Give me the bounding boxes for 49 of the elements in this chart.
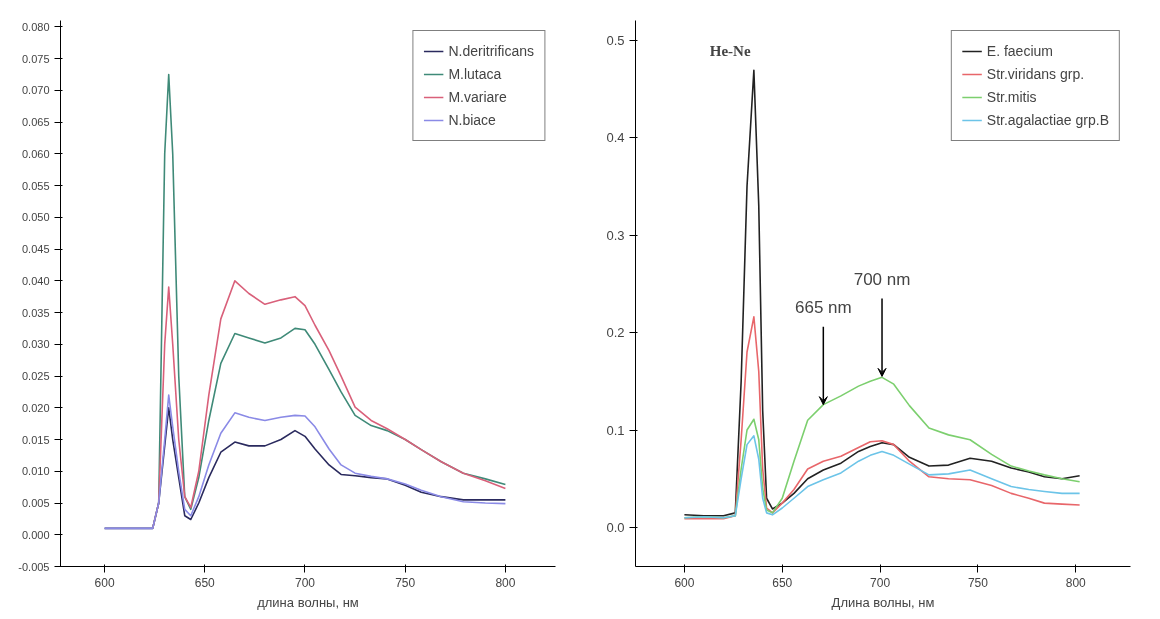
x-tick-label: 750 <box>395 575 416 590</box>
x-tick-label: 700 <box>294 575 316 590</box>
x-tick-label: 800 <box>1065 575 1087 590</box>
y-tick-label: 0.055 <box>21 179 50 192</box>
x-tick-label: 800 <box>495 575 516 590</box>
x-axis-title: длина волны, нм <box>257 594 359 610</box>
legend-label: N.biace <box>448 112 496 128</box>
legend-label: Str.agalactiae grp.B <box>986 112 1109 128</box>
y-tick-label: 0.060 <box>21 147 50 160</box>
legend-label: E. faecium <box>986 43 1053 59</box>
y-tick-label: 0.4 <box>606 130 625 145</box>
annotation: 700 nm <box>853 269 911 289</box>
legend-label: Str.mitis <box>986 89 1037 105</box>
y-tick-label: 0.050 <box>21 211 50 224</box>
y-tick-label: 0.005 <box>21 497 50 510</box>
y-tick-label: 0.070 <box>21 84 50 97</box>
y-tick-label: 0.030 <box>21 338 50 351</box>
legend-label: M.lutaca <box>448 66 502 82</box>
x-axis-title: Длина волны, нм <box>831 594 935 610</box>
y-tick-label: 0.1 <box>606 422 625 438</box>
y-tick-label: 0.3 <box>606 227 625 243</box>
y-tick-label: 0.080 <box>21 20 50 33</box>
y-tick-label: 0.025 <box>21 370 50 383</box>
y-tick-label: 0.5 <box>606 32 625 48</box>
annotation: 665 nm <box>794 297 852 317</box>
y-tick-label: 0.010 <box>21 465 50 478</box>
legend-label: M.variare <box>448 89 507 105</box>
x-tick-label: 650 <box>194 575 216 590</box>
x-tick-label: 700 <box>870 575 891 590</box>
y-tick-label: 0.045 <box>21 243 50 256</box>
y-tick-label: 0.015 <box>21 433 50 446</box>
annotation: He-Ne <box>709 42 751 59</box>
x-tick-label: 750 <box>967 575 989 590</box>
y-tick-label: -0.005 <box>18 560 50 573</box>
y-tick-label: 0.2 <box>606 325 625 340</box>
legend-label: Str.viridans grp. <box>986 66 1085 82</box>
x-tick-label: 600 <box>94 575 115 590</box>
legend-label: N.deritrificans <box>448 43 534 59</box>
y-tick-label: 0.040 <box>21 274 50 287</box>
y-tick-label: 0.035 <box>21 306 50 319</box>
y-tick-label: 0.0 <box>606 520 625 535</box>
x-tick-label: 650 <box>772 575 793 590</box>
line-series <box>683 316 1081 520</box>
y-tick-label: 0.075 <box>21 52 50 65</box>
y-tick-label: 0.020 <box>21 401 50 414</box>
y-tick-label: 0.065 <box>21 116 50 129</box>
y-tick-label: 0.000 <box>21 528 50 541</box>
line-series <box>683 435 1081 519</box>
x-tick-label: 600 <box>674 575 695 590</box>
